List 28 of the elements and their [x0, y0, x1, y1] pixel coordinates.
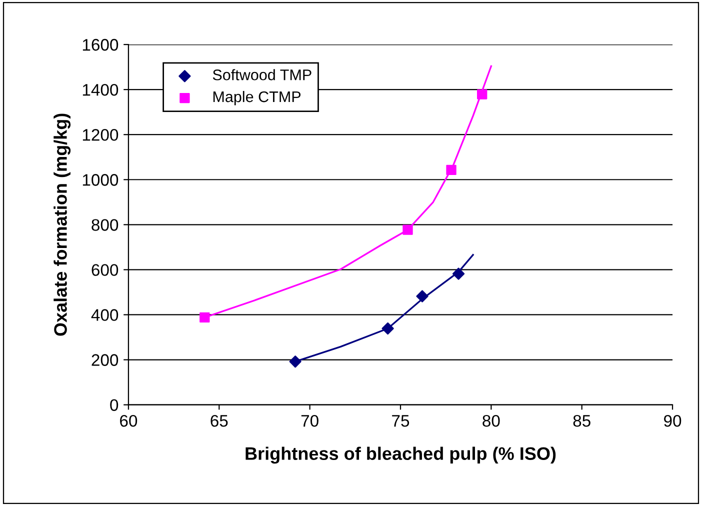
x-axis-title: Brightness of bleached pulp (% ISO): [246, 446, 556, 464]
y-tick-label: 1200: [82, 128, 118, 141]
legend-label: Maple CTMP: [213, 90, 301, 106]
point: [200, 312, 210, 323]
x-tick-label: 85: [573, 414, 590, 427]
x-tick-label: 90: [664, 414, 682, 427]
point: [289, 355, 302, 368]
point: [402, 224, 413, 235]
x-tick-label: 80: [482, 414, 500, 427]
y-axis-title: Oxalate formation (mg/kg): [54, 114, 71, 336]
y-tick-label: 600: [92, 264, 118, 276]
y-tick-label: 1400: [82, 84, 118, 96]
x-tick-label: 75: [392, 415, 410, 427]
x-tick-label: 70: [301, 414, 318, 427]
y-tick-label: 200: [92, 354, 118, 366]
x-tick-label: 65: [210, 414, 228, 427]
y-tick-label: 1600: [82, 38, 118, 51]
y-tick-label: 0: [110, 399, 118, 412]
y-tick-label: 400: [91, 309, 118, 321]
legend-label: Softwood TMP: [212, 69, 312, 80]
point: [452, 268, 465, 280]
y-tick-label: 800: [92, 219, 118, 231]
point: [416, 290, 428, 302]
point: [477, 89, 488, 100]
y-tick-label: 1000: [82, 174, 118, 186]
point: [382, 322, 394, 335]
point: [446, 164, 456, 176]
x-tick-label: 60: [120, 414, 138, 427]
